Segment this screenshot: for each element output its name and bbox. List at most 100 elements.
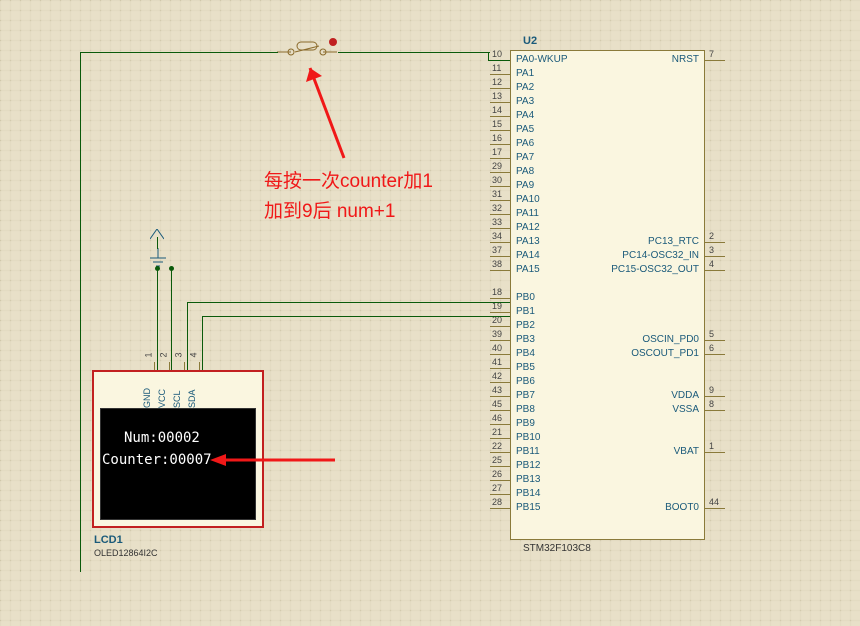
pin-number: 8 (709, 399, 714, 409)
wire (488, 52, 489, 60)
lcd-pin-number: 4 (189, 352, 199, 357)
wire (338, 52, 490, 53)
chip-part: STM32F103C8 (523, 543, 591, 554)
pin-number: 40 (492, 343, 502, 353)
pin-stub (705, 270, 725, 271)
pin-stub (490, 312, 510, 313)
pin-stub (490, 480, 510, 481)
pin-number: 38 (492, 259, 502, 269)
pin-number: 30 (492, 175, 502, 185)
pin-stub (490, 326, 510, 327)
pin-number: 32 (492, 203, 502, 213)
button-symbol[interactable] (277, 38, 337, 58)
pin-number: 41 (492, 357, 502, 367)
pin-number: 27 (492, 483, 502, 493)
pin-stub (490, 74, 510, 75)
arrow-to-button (300, 58, 360, 168)
pin-stub (490, 340, 510, 341)
pin-label: PA14 (516, 250, 540, 261)
pin-label: VDDA (671, 390, 699, 401)
pin-stub (490, 466, 510, 467)
pin-label: PB7 (516, 390, 535, 401)
pin-number: 29 (492, 161, 502, 171)
pin-label: PA11 (516, 208, 539, 219)
pin-number: 12 (492, 77, 502, 87)
pin-label: PB6 (516, 376, 535, 387)
pin-stub (490, 382, 510, 383)
pin-stub (490, 214, 510, 215)
arrow-to-counter (210, 450, 340, 470)
wire (80, 52, 81, 572)
lcd-pin-number: 1 (144, 352, 154, 357)
pin-label: BOOT0 (665, 502, 699, 513)
pin-number: 34 (492, 231, 502, 241)
pin-label: PB5 (516, 362, 535, 373)
pin-label: PC13_RTC (648, 236, 699, 247)
wire (202, 316, 510, 317)
pin-stub (490, 270, 510, 271)
pin-number: 22 (492, 441, 502, 451)
pin-label: PA0-WKUP (516, 54, 568, 65)
pin-label: PB3 (516, 334, 535, 345)
pin-number: 6 (709, 343, 714, 353)
lcd-pin-label: VCC (157, 389, 167, 408)
pin-number: 18 (492, 287, 502, 297)
pin-stub (705, 452, 725, 453)
pin-number: 44 (709, 497, 719, 507)
pin-number: 45 (492, 399, 502, 409)
pin-label: PA1 (516, 68, 534, 79)
pin-stub (490, 88, 510, 89)
pin-number: 15 (492, 119, 502, 129)
lcd-line1: Num:00002 (124, 430, 200, 446)
pin-number: 9 (709, 385, 714, 395)
lcd-part: OLED12864I2C (94, 548, 158, 558)
pin-label: PC14-OSC32_IN (622, 250, 699, 261)
pin-label: NRST (672, 54, 699, 65)
pin-stub (490, 144, 510, 145)
pin-label: PC15-OSC32_OUT (611, 264, 699, 275)
pin-stub (705, 410, 725, 411)
lcd-pin-number: 2 (159, 352, 169, 357)
lcd-pin-label: GND (142, 388, 152, 408)
junction-dot (169, 266, 174, 271)
schematic-grid (0, 0, 860, 626)
pin-label: PB4 (516, 348, 535, 359)
wire (187, 302, 510, 303)
pin-stub (490, 494, 510, 495)
pin-stub (705, 60, 725, 61)
pin-label: PB8 (516, 404, 535, 415)
pin-label: PB15 (516, 502, 540, 513)
pin-stub (490, 228, 510, 229)
lcd-pin-label: SCL (172, 390, 182, 408)
pin-stub (490, 102, 510, 103)
pin-number: 14 (492, 105, 502, 115)
lcd-line2: Counter:00007 (102, 452, 212, 468)
pin-label: PB9 (516, 418, 535, 429)
pin-label: PA10 (516, 194, 540, 205)
wire (171, 268, 172, 372)
pin-label: PA12 (516, 222, 540, 233)
pin-label: PA3 (516, 96, 534, 107)
pin-number: 26 (492, 469, 502, 479)
pin-number: 5 (709, 329, 714, 339)
pin-label: PB10 (516, 432, 540, 443)
wire (187, 302, 188, 372)
pin-stub (490, 186, 510, 187)
pin-label: OSCOUT_PD1 (631, 348, 699, 359)
pin-label: PB13 (516, 474, 540, 485)
pin-number: 31 (492, 189, 502, 199)
pin-stub (705, 508, 725, 509)
pin-stub (705, 354, 725, 355)
pin-number: 43 (492, 385, 502, 395)
pin-stub (490, 158, 510, 159)
pin-stub (490, 130, 510, 131)
lcd-pin-stub (169, 362, 170, 370)
pin-stub (490, 438, 510, 439)
annotation-line1: 每按一次counter加1 (264, 166, 433, 193)
pin-number: 42 (492, 371, 502, 381)
pin-number: 1 (709, 441, 714, 451)
pin-number: 25 (492, 455, 502, 465)
wire (202, 316, 203, 372)
pin-stub (705, 242, 725, 243)
pin-number: 11 (492, 63, 501, 73)
